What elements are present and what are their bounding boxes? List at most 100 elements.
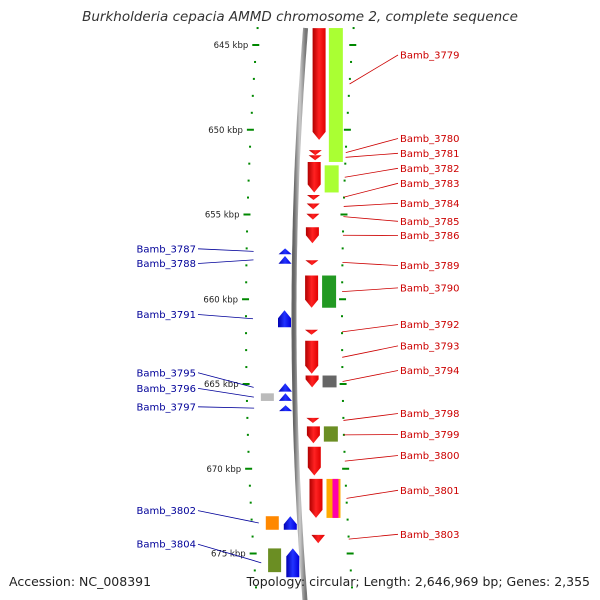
gene-arrow <box>278 393 292 401</box>
gene-arrow <box>306 417 320 423</box>
gene-arrow <box>306 213 320 220</box>
gene-label: Bamb_3782 <box>400 164 460 175</box>
gene-arrow <box>283 516 297 530</box>
gene-label: Bamb_3781 <box>400 149 460 160</box>
leader-line <box>342 345 399 358</box>
feature-bar <box>260 393 274 401</box>
feature-bar <box>322 275 337 308</box>
leader-line <box>197 388 254 398</box>
scale-ticks: 645 kbp 650 kbp 655 kbp 660 kbp 665 kbp 670 k… <box>203 27 357 589</box>
leader-line <box>197 314 254 320</box>
leader-line <box>345 138 399 154</box>
leader-line <box>197 406 255 409</box>
gene-label: Bamb_3783 <box>400 179 460 190</box>
leader-line <box>197 259 254 264</box>
backbone <box>291 27 309 600</box>
gene-arrow <box>309 478 323 518</box>
gene-label: Bamb_3793 <box>400 341 460 352</box>
leader-line <box>348 533 399 540</box>
accession-text: Accession: NC_008391 <box>9 574 152 589</box>
gene-arrow <box>307 446 321 476</box>
gene-label: Bamb_3803 <box>400 530 460 541</box>
leader-line <box>344 455 399 462</box>
gene-arrow <box>305 275 319 308</box>
scale-label: 665 kbp <box>204 380 239 390</box>
gene-track <box>278 28 326 578</box>
gene-label: Bamb_3785 <box>400 217 460 228</box>
feature-bar <box>324 165 339 193</box>
gene-label: Bamb_3799 <box>400 430 460 441</box>
leader-line <box>343 202 399 207</box>
gene-label: Bamb_3801 <box>400 486 460 497</box>
scale-label: 675 kbp <box>211 550 246 560</box>
gene-arrow <box>278 248 292 255</box>
gene-label: Bamb_3796 <box>136 384 196 395</box>
topology-text: Topology: circular; Length: 2,646,969 bp… <box>246 574 590 589</box>
gene-arrow <box>278 383 292 392</box>
feature-bar <box>265 516 279 530</box>
scale-label: 645 kbp <box>214 41 249 51</box>
gene-label: Bamb_3795 <box>136 368 196 379</box>
gene-label: Bamb_3792 <box>400 320 460 331</box>
leader-line <box>341 324 399 333</box>
gene-arrow <box>306 426 320 444</box>
map-title: Burkholderia cepacia AMMD chromosome 2, … <box>82 9 518 25</box>
gene-label: Bamb_3802 <box>136 506 196 517</box>
gene-arrow <box>307 195 320 200</box>
leader-line <box>342 370 399 382</box>
leader-line <box>197 543 262 564</box>
leader-line <box>344 167 399 178</box>
gene-label: Bamb_3804 <box>136 540 196 551</box>
gene-label: Bamb_3786 <box>400 231 460 242</box>
scale-label: 670 kbp <box>206 465 241 475</box>
gene-labels: Bamb_3779 Bamb_3780 Bamb_3781 Bamb_3782 Bamb… <box>136 51 460 564</box>
gene-arrow <box>307 162 321 193</box>
leader-line <box>345 152 399 158</box>
feature-bar <box>268 548 282 573</box>
feature-tracks <box>260 28 343 573</box>
leader-line <box>343 413 399 421</box>
gene-label: Bamb_3791 <box>136 310 196 321</box>
feature-bar <box>322 375 337 388</box>
leader-line <box>343 216 399 222</box>
gene-label: Bamb_3780 <box>400 134 460 145</box>
gene-label: Bamb_3797 <box>136 402 196 413</box>
gene-arrow <box>278 310 291 328</box>
leader-line <box>343 182 399 198</box>
gene-arrow <box>305 375 319 388</box>
gene-arrow <box>305 329 318 335</box>
leader-line <box>197 510 259 524</box>
leader-line <box>197 372 254 388</box>
gene-arrow <box>308 150 322 156</box>
feature-bar <box>332 478 339 518</box>
gene-arrow <box>305 260 319 266</box>
gene-arrow <box>286 548 300 578</box>
leader-line <box>197 248 254 252</box>
gene-label: Bamb_3789 <box>400 261 460 272</box>
gene-arrow <box>305 227 319 244</box>
gene-label: Bamb_3790 <box>400 283 460 294</box>
scale-label: 650 kbp <box>208 126 243 136</box>
gene-arrow <box>312 28 326 140</box>
feature-bar <box>328 28 343 162</box>
leader-line <box>346 489 399 499</box>
gene-label: Bamb_3798 <box>400 409 460 420</box>
leader-line <box>349 54 399 85</box>
gene-label: Bamb_3779 <box>400 51 460 62</box>
gene-arrow <box>311 534 325 544</box>
scale-label: 655 kbp <box>205 211 240 221</box>
gene-arrow <box>279 405 293 412</box>
gene-arrow <box>306 203 320 210</box>
gene-label: Bamb_3794 <box>400 366 460 377</box>
leader-line <box>342 261 399 266</box>
backbone-line <box>291 27 309 600</box>
gene-label: Bamb_3787 <box>136 244 196 255</box>
feature-bar <box>323 426 338 442</box>
gene-arrow <box>305 340 319 374</box>
gene-arrow <box>278 256 292 264</box>
leader-line <box>342 287 399 293</box>
scale-label: 660 kbp <box>203 295 238 305</box>
gene-label: Bamb_3784 <box>400 199 460 210</box>
gene-label: Bamb_3788 <box>136 259 196 270</box>
